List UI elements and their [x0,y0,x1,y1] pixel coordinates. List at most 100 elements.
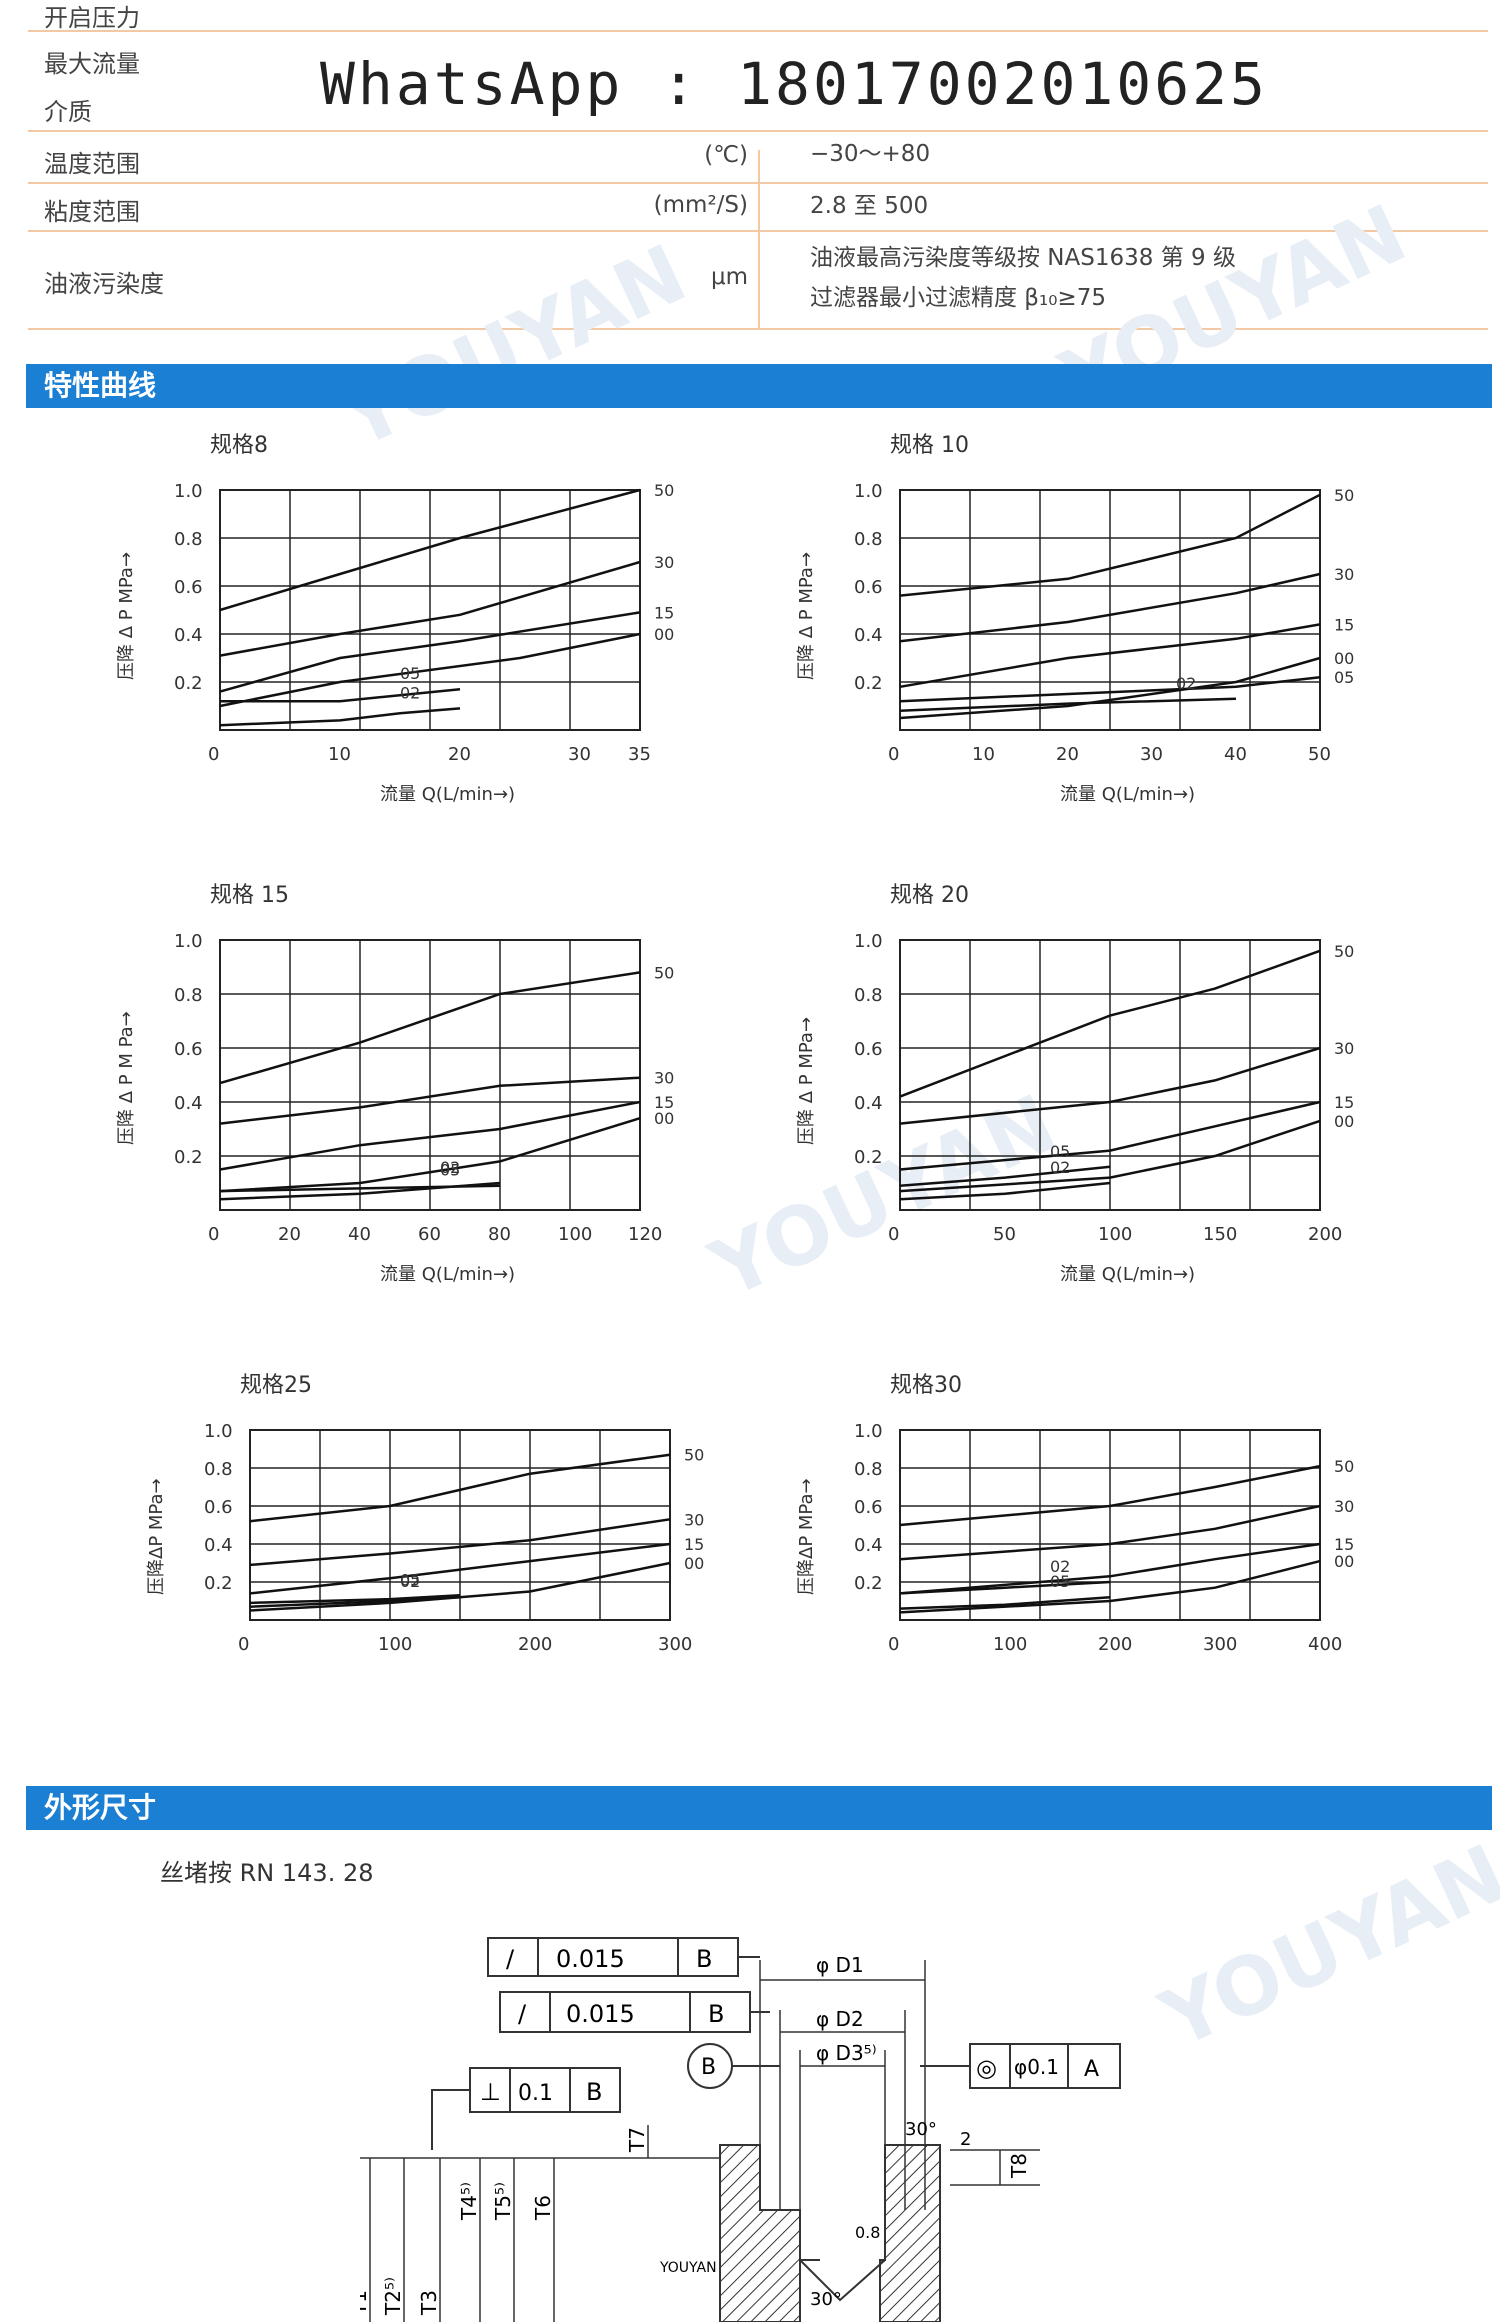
series-label: 50 [654,963,674,982]
x-tick-label: 200 [1308,1224,1342,1245]
thread-note: 丝堵按 RN 143. 28 [160,1859,374,1887]
y-tick-label: 0.4 [854,625,883,646]
y-tick-label: 0.8 [854,985,883,1006]
spec-row: 介质 [28,82,1488,132]
y-tick-label: 0.4 [204,1535,233,1556]
x-tick-label: 50 [1308,744,1331,765]
dimension-drawing: / 0.015 B / 0.015 B ⊥ 0.1 B ◎ φ0.1 A B [360,1937,1121,2322]
x-tick-label: 20 [448,744,471,765]
spec-value: −30～+80 [810,141,931,167]
dim-t4: T4⁵⁾ [457,2182,481,2221]
chart-title: 规格 10 [890,433,969,458]
y-tick-label: 0.6 [174,577,203,598]
frame-value: 0.015 [556,1945,625,1973]
series-line [219,971,641,1085]
x-tick-label: 200 [1098,1634,1132,1655]
x-tick-label: 0 [208,1224,219,1245]
series-line [899,1464,1321,1527]
x-tick-label: 0 [888,1224,899,1245]
series-label: 30 [1334,1497,1354,1516]
dim-t5: T5⁵⁾ [491,2182,515,2221]
contact-overlay: WhatsApp : 18017002010625 [320,50,1268,118]
frame-symbol: / [506,1945,515,1973]
x-tick-label: 10 [972,744,995,765]
frame-datum: B [586,2078,602,2106]
series-line [899,949,1321,1098]
frame-datum: B [708,2000,724,2028]
dim-d1: φ D1 [816,1953,864,1977]
series-line [899,1504,1321,1561]
spec-label: 油液污染度 [44,270,164,298]
datum-label: B [701,2055,716,2080]
spec-row: 最大流量 [28,32,1488,82]
y-tick-label: 0.8 [204,1459,233,1480]
x-tick-label: 400 [1308,1634,1342,1655]
y-tick-label: 1.0 [204,1421,233,1442]
series-label: 50 [1334,486,1354,505]
y-tick-label: 0.4 [174,625,203,646]
x-tick-label: 10 [328,744,351,765]
series-line [899,1559,1321,1614]
x-tick-label: 120 [628,1224,662,1245]
series-line [219,488,641,612]
series-label: 15 [1334,615,1354,634]
pressure-drop-chart: 规格 10 压降 Δ P MPa→ 0.2 0.4 0.6 0.8 1.0 0 10 20 30 40… [796,433,1354,805]
dim-misc: 2 [960,2129,971,2150]
series-line [249,1594,461,1605]
frame-datum: A [1084,2057,1099,2082]
series-label: 15 [684,1535,704,1554]
y-tick-label: 0.2 [204,1573,233,1594]
frame-value: 0.1 [518,2081,553,2106]
spec-unit: (mm²/S) [653,192,748,218]
series-label: 30 [654,553,674,572]
x-tick-label: 100 [378,1634,412,1655]
series-label: 00 [1334,1552,1354,1571]
chart-ylabel: 压降 Δ P M Pa→ [116,1011,137,1145]
spec-label: 最大流量 [44,50,140,78]
chart-xlabel: 流量 Q(L/min→) [1060,1264,1195,1285]
spec-row: 开启压力 [28,0,1488,32]
series-line [899,675,1321,703]
spec-unit: μm [710,264,748,290]
chart-title: 规格8 [210,433,268,458]
series-line [899,572,1321,643]
dim-t1: T1 [360,2290,371,2316]
pressure-drop-chart: 规格30 压降ΔP MPa→ 0.2 0.4 0.6 0.8 1.0 0 100 200 300 40… [796,1373,1354,1655]
series-line [899,1119,1321,1193]
y-tick-label: 0.4 [854,1535,883,1556]
series-label: 30 [1334,565,1354,584]
chart-xlabel: 流量 Q(L/min→) [1060,784,1195,805]
dim-t7: T7 [625,2127,649,2153]
spec-divider [758,150,760,330]
x-tick-label: 0 [208,744,219,765]
section-banner-dimensions: 外形尺寸 [26,1786,1492,1830]
section-banner-curves: 特性曲线 [26,364,1492,408]
series-line [899,1595,1111,1610]
y-tick-label: 0.8 [174,985,203,1006]
pressure-drop-chart: 规格8 压降 Δ P MPa→ 0.2 0.4 0.6 0.8 1.0 0 10 20 30 35 流量… [116,433,674,805]
y-tick-label: 0.2 [174,1147,203,1168]
watermark: YOUYAN [1147,1826,1500,2067]
frame-symbol: ◎ [976,2054,997,2082]
y-tick-label: 1.0 [854,481,883,502]
series-line [899,1100,1321,1171]
angle-label: 30° [905,2119,937,2140]
series-line [220,687,461,703]
x-tick-label: 0 [888,1634,899,1655]
spec-label: 温度范围 [44,150,140,178]
x-tick-label: 0 [238,1634,249,1655]
series-label: 15 [654,1093,674,1112]
series-line [899,1165,1111,1187]
series-label: 30 [684,1510,704,1529]
y-tick-label: 0.2 [854,1573,883,1594]
y-tick-label: 1.0 [854,931,883,952]
angle-label: 30° [810,2289,842,2310]
x-tick-label: 60 [418,1224,441,1245]
series-label: 02 [1050,1557,1070,1576]
series-label: 05 [400,664,420,683]
y-tick-label: 0.2 [854,673,883,694]
series-line [899,493,1321,597]
series-label: 50 [654,481,674,500]
y-tick-label: 0.8 [854,1459,883,1480]
